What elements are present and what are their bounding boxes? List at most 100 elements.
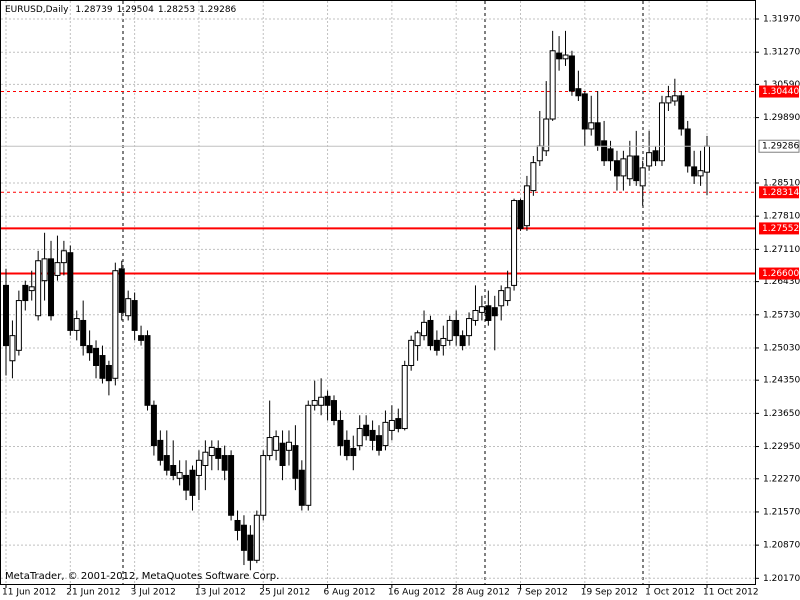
candle-body — [86, 345, 93, 354]
candle-body — [60, 250, 67, 264]
candle-body — [170, 465, 177, 476]
candle-body — [562, 54, 569, 60]
level-label-box — [759, 222, 799, 235]
candle-body — [440, 337, 447, 347]
candle-body — [504, 287, 511, 302]
plot-frame — [0, 0, 756, 585]
x-tick-label: 11 Oct 2012 — [703, 588, 759, 598]
candle-body — [421, 321, 428, 337]
candle-body — [414, 332, 421, 347]
candle-body — [620, 158, 627, 177]
candle-body — [189, 469, 196, 496]
candle-body — [453, 319, 460, 337]
candle-body — [517, 200, 524, 230]
candle-body — [575, 88, 582, 97]
candle-body — [298, 469, 305, 506]
candle-body — [28, 286, 35, 292]
candle-body — [446, 319, 453, 341]
header-open: 1.28739 — [75, 5, 112, 15]
candle-body — [131, 300, 138, 331]
level-label-box — [759, 267, 799, 280]
candle-body — [208, 446, 215, 457]
candle-body — [324, 395, 331, 406]
x-tick-label: 3 Jul 2012 — [131, 588, 176, 598]
footer: MetaTrader, © 2001-2012, MetaQuotes Soft… — [5, 571, 279, 582]
candle-body — [138, 335, 145, 341]
candle-body — [543, 118, 550, 152]
candle-body — [22, 284, 29, 302]
x-tick-label: 1 Oct 2012 — [645, 588, 695, 598]
candle-body — [73, 318, 80, 331]
y-tick-label: 1.20870 — [763, 541, 800, 551]
candle-body — [234, 519, 241, 531]
candle-body — [253, 514, 260, 561]
candle-body — [466, 318, 473, 337]
y-tick-label: 1.23650 — [763, 409, 800, 419]
candle-body — [549, 50, 556, 120]
candle-body — [613, 160, 620, 177]
candle-body — [369, 429, 376, 441]
candle-body — [697, 170, 704, 177]
x-tick-label: 21 Jun 2012 — [66, 588, 120, 598]
y-tick-label: 1.22270 — [763, 474, 800, 484]
candle-body — [408, 339, 415, 366]
candle-body — [266, 437, 273, 457]
candle-body — [704, 145, 710, 173]
level-label-box — [759, 186, 799, 199]
candle-body — [382, 421, 389, 447]
candle-body — [157, 439, 164, 461]
candle-body — [80, 319, 87, 347]
candle-body — [3, 284, 9, 347]
candle-body — [523, 185, 530, 227]
candle-body — [54, 262, 61, 276]
candle-body — [240, 524, 247, 551]
y-tick-label: 1.31270 — [763, 48, 800, 58]
candle-body — [401, 364, 408, 430]
x-tick-label: 19 Sep 2012 — [581, 588, 638, 598]
candle-body — [588, 122, 595, 130]
candle-body — [472, 310, 479, 321]
candle-body — [176, 472, 183, 479]
candle-body — [491, 307, 498, 317]
candle-body — [350, 447, 357, 457]
candle-body — [478, 306, 485, 313]
candle-body — [67, 252, 74, 331]
candle-body — [99, 355, 106, 379]
chart-header: EURUSD,Daily 1.28739 1.29504 1.28253 1.29286 — [5, 5, 237, 15]
y-tick-label: 1.27810 — [763, 212, 800, 222]
x-tick-label: 28 Aug 2012 — [452, 588, 510, 598]
candle-body — [395, 418, 402, 430]
candle-body — [665, 96, 672, 104]
x-tick-label: 6 Aug 2012 — [324, 588, 376, 598]
candle-body — [459, 335, 466, 347]
candle-body — [285, 441, 292, 451]
level-label: 1.27552 — [762, 224, 799, 234]
candle-body — [363, 424, 370, 437]
candle-body — [221, 455, 228, 471]
y-tick-label: 1.30590 — [763, 80, 800, 90]
candle-body — [125, 298, 132, 317]
candle-body — [594, 122, 601, 147]
x-tick-label: 25 Jul 2012 — [259, 588, 310, 598]
candle-body — [376, 435, 383, 451]
candle-body — [279, 442, 286, 467]
candle-body — [318, 396, 325, 406]
x-tick-label: 13 Jul 2012 — [195, 588, 246, 598]
candle-body — [195, 459, 202, 476]
candle-body — [556, 52, 563, 60]
y-tick-label: 1.24350 — [763, 376, 800, 386]
candle-body — [427, 319, 434, 347]
candle-body — [260, 455, 267, 516]
candle-body — [273, 436, 280, 451]
bid-label-box — [758, 139, 800, 153]
candle-body — [633, 155, 640, 182]
y-tick-label: 1.26430 — [763, 277, 800, 287]
candle-body — [639, 167, 646, 187]
candle-body — [93, 347, 100, 366]
header-close: 1.29286 — [199, 5, 236, 15]
candle-body — [118, 268, 125, 313]
candle-body — [568, 55, 575, 92]
x-tick-label: 11 Jun 2012 — [2, 588, 56, 598]
